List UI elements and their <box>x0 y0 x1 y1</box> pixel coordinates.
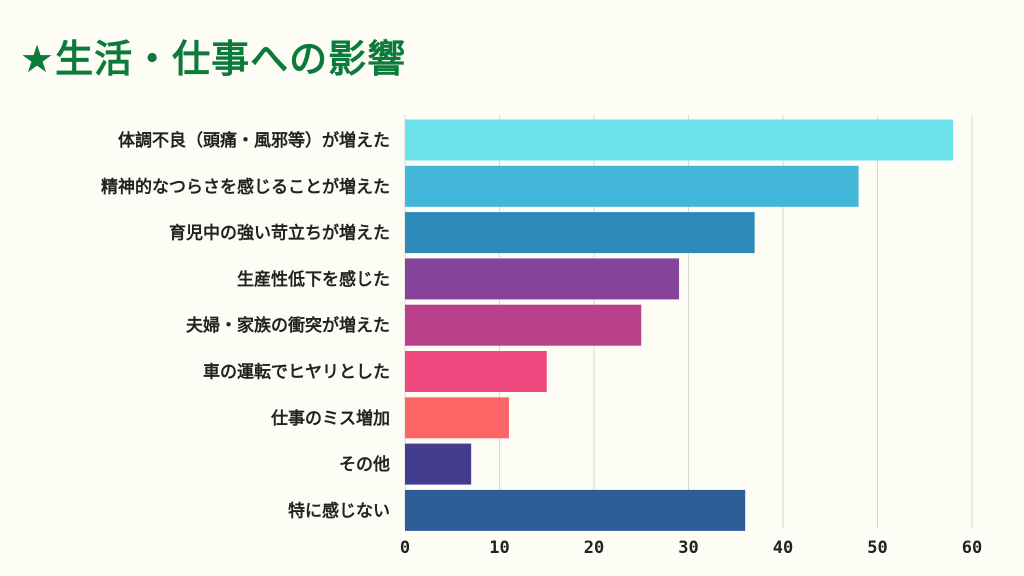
category-label: 仕事のミス増加 <box>270 408 390 429</box>
x-tick-label: 0 <box>400 538 410 558</box>
bar <box>405 397 509 439</box>
x-tick-label: 20 <box>584 538 604 558</box>
bar <box>405 258 680 300</box>
bar <box>405 165 859 207</box>
x-tick-label: 30 <box>678 538 698 558</box>
bar <box>405 351 547 392</box>
bars <box>405 119 954 531</box>
bar <box>405 489 746 531</box>
x-tick-label: 60 <box>962 538 982 558</box>
x-tick-label: 10 <box>489 538 509 558</box>
bar <box>405 443 472 485</box>
category-label: 体調不良（頭痛・風邪等）が増えた <box>118 130 390 151</box>
category-label: 車の運転でヒヤリとした <box>203 362 390 383</box>
page-title: ★生活・仕事への影響 <box>20 37 407 81</box>
category-label: 特に感じない <box>288 500 390 521</box>
category-label: 生産性低下を感じた <box>237 269 390 290</box>
x-tick-label: 40 <box>773 538 793 558</box>
category-labels: 体調不良（頭痛・風邪等）が増えた精神的なつらさを感じることが増えた育児中の強い苛… <box>101 130 390 521</box>
category-label: その他 <box>339 454 390 475</box>
category-label: 精神的なつらさを感じることが増えた <box>101 176 390 197</box>
x-tick-label: 50 <box>867 538 887 558</box>
bar <box>405 212 755 254</box>
category-label: 育児中の強い苛立ちが増えた <box>169 223 390 244</box>
bar <box>405 119 954 161</box>
category-label: 夫婦・家族の衝突が増えた <box>186 315 390 336</box>
bar <box>405 304 642 346</box>
x-axis-ticks: 0 10 20 30 40 50 60 <box>400 538 982 558</box>
